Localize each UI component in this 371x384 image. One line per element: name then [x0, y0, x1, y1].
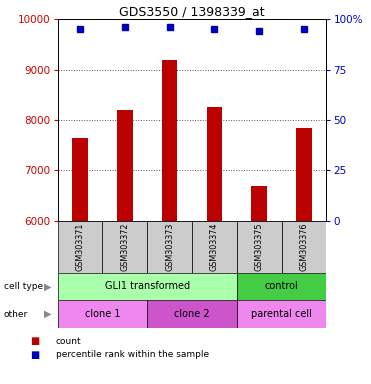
Text: ■: ■ [30, 350, 39, 360]
Text: ▶: ▶ [45, 281, 52, 291]
Text: GSM303372: GSM303372 [120, 222, 129, 271]
Text: other: other [4, 310, 28, 319]
Text: GSM303371: GSM303371 [75, 223, 85, 271]
Text: percentile rank within the sample: percentile rank within the sample [56, 350, 209, 359]
Bar [237, 273, 326, 300]
Text: parental cell: parental cell [251, 309, 312, 319]
Bar [147, 300, 237, 328]
Bar [207, 108, 222, 384]
Bar [102, 221, 147, 273]
Bar [296, 127, 312, 384]
Text: GSM303376: GSM303376 [299, 223, 309, 271]
Bar [58, 221, 102, 273]
Bar [252, 185, 267, 384]
Text: clone 1: clone 1 [85, 309, 120, 319]
Bar [237, 221, 282, 273]
Text: cell type: cell type [4, 282, 43, 291]
Bar [192, 221, 237, 273]
Text: clone 2: clone 2 [174, 309, 210, 319]
Bar [282, 221, 326, 273]
Text: count: count [56, 337, 81, 346]
Bar [147, 221, 192, 273]
Bar [72, 137, 88, 384]
Bar [117, 110, 132, 384]
Text: GSM303374: GSM303374 [210, 223, 219, 271]
Bar [58, 300, 147, 328]
Text: GSM303373: GSM303373 [165, 223, 174, 271]
Bar [237, 300, 326, 328]
Bar [58, 273, 237, 300]
Title: GDS3550 / 1398339_at: GDS3550 / 1398339_at [119, 5, 265, 18]
Bar [162, 60, 177, 384]
Text: GLI1 transformed: GLI1 transformed [105, 281, 190, 291]
Text: control: control [265, 281, 299, 291]
Text: ■: ■ [30, 336, 39, 346]
Text: GSM303375: GSM303375 [255, 222, 264, 271]
Text: ▶: ▶ [45, 309, 52, 319]
